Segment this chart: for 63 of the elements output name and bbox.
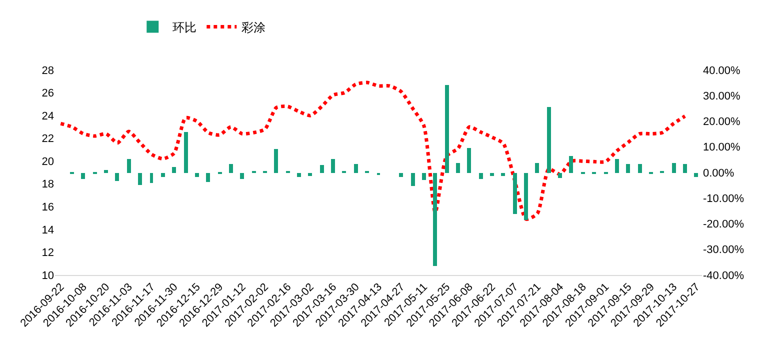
- y-tick-label: 28: [42, 64, 54, 77]
- bar: [558, 173, 562, 178]
- bar: [490, 173, 494, 176]
- y-tick-label: 12: [42, 247, 54, 260]
- bar: [524, 173, 528, 220]
- y2-tick-label: -40.00%: [703, 270, 744, 282]
- y-tick-label: 20: [42, 156, 54, 168]
- bar: [184, 132, 188, 173]
- bar: [547, 107, 551, 173]
- bar: [161, 173, 165, 177]
- y-tick-label: 26: [42, 88, 54, 100]
- bar: [195, 173, 199, 177]
- bar: [138, 173, 142, 185]
- y-tick-label: 14: [42, 224, 54, 236]
- bar: [320, 165, 324, 173]
- bar: [467, 148, 471, 173]
- bar: [422, 173, 426, 180]
- bar: [150, 173, 153, 183]
- bar: [308, 173, 312, 176]
- bar: [274, 149, 278, 173]
- y2-tick-label: 0.00%: [703, 167, 734, 180]
- y2-tick-label: -20.00%: [703, 218, 744, 231]
- bar: [433, 173, 437, 266]
- bar: [638, 164, 642, 173]
- bar: [445, 85, 449, 173]
- legend-label: 彩涂: [242, 20, 266, 34]
- y2-tick-label: 40.00%: [703, 64, 741, 77]
- bar: [672, 163, 676, 173]
- y-tick-label: 18: [42, 178, 54, 191]
- bar: [172, 167, 176, 173]
- y-tick-label: 10: [42, 270, 54, 282]
- bar: [297, 173, 301, 177]
- bar: [569, 156, 573, 173]
- bar: [615, 159, 619, 173]
- bar: [694, 173, 698, 177]
- bar: [229, 164, 233, 173]
- bar: [354, 164, 358, 173]
- legend-label: 环比: [172, 20, 197, 34]
- bar: [206, 173, 210, 182]
- y2-tick-label: -30.00%: [703, 244, 744, 256]
- bar: [104, 170, 108, 173]
- y-tick-label: 24: [42, 110, 54, 122]
- bar: [399, 173, 403, 177]
- bar: [535, 163, 539, 173]
- line-series: [58, 80, 687, 221]
- bar: [501, 173, 505, 176]
- bar: [81, 173, 85, 179]
- bar: [513, 173, 517, 214]
- y-tick-label: 16: [42, 202, 54, 214]
- y2-tick-label: 30.00%: [703, 90, 741, 102]
- bar: [240, 173, 244, 179]
- y-tick-label: 22: [42, 133, 54, 146]
- y2-tick-label: 10.00%: [703, 142, 741, 154]
- bar: [479, 173, 483, 179]
- bar: [683, 164, 687, 173]
- bar: [411, 173, 415, 186]
- y2-tick-label: 20.00%: [703, 116, 741, 128]
- bar: [331, 159, 335, 173]
- bar: [115, 173, 119, 181]
- bar: [456, 163, 460, 173]
- y2-tick-label: -10.00%: [703, 192, 744, 205]
- bar: [626, 164, 630, 173]
- bar: [127, 159, 131, 173]
